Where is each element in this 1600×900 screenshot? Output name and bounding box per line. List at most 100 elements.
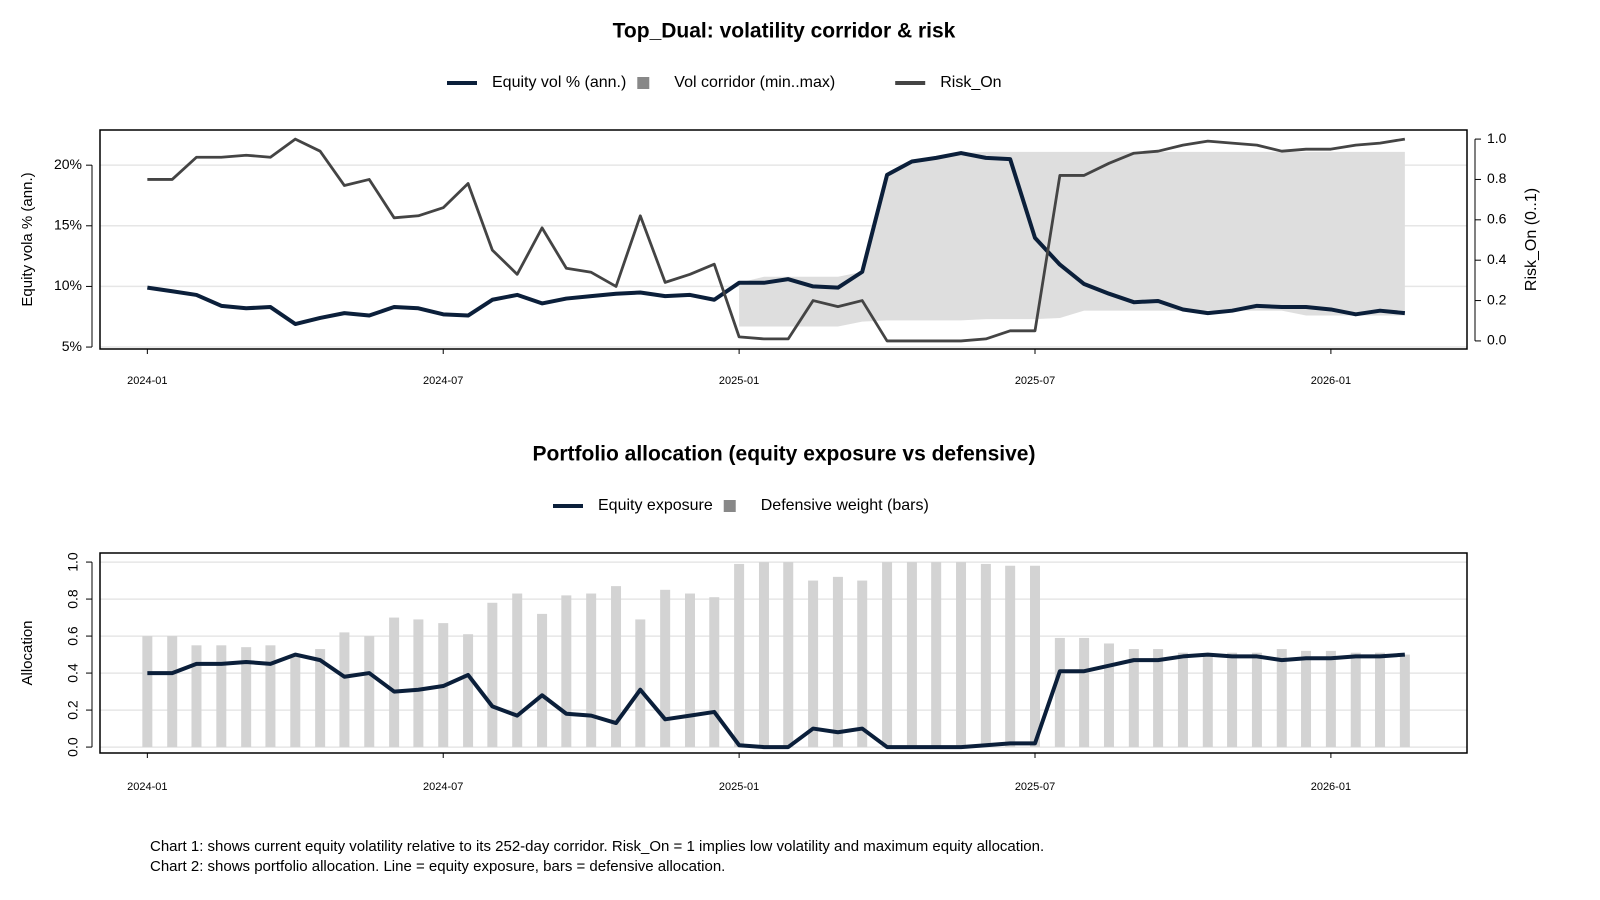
y2-tick-label: 0.0 [1487,332,1507,348]
bar [611,586,622,748]
bar [364,636,375,748]
y-axis-title: Allocation [19,620,36,685]
x-tick-label: 2024-07 [423,781,463,793]
legend-swatch [723,500,736,512]
legend-label: Vol corridor (min..max) [674,74,835,91]
bar [1251,652,1262,748]
y-tick-label: 10% [54,277,82,293]
x-tick-label: 2024-01 [127,375,167,387]
y-tick-label: 15% [54,217,82,233]
plot-area [147,137,1406,343]
bar [1030,565,1041,748]
bar [783,562,794,748]
bar [290,654,301,748]
bar [1227,652,1238,748]
bar [635,619,646,748]
plot-frame [99,552,1468,754]
bar [586,593,597,748]
x-tick-label: 2024-07 [423,375,463,387]
bar [832,576,843,748]
bar [1399,654,1410,748]
y2-axis-title: Risk_On (0..1) [1523,188,1540,291]
bar [191,645,202,748]
y2-tick-label: 0.4 [1487,251,1507,267]
bar [1005,565,1016,748]
bar [339,632,350,748]
bar [931,562,942,748]
bar [660,589,671,748]
chart-title: Top_Dual: volatility corridor & risk [613,20,956,43]
bar [1054,637,1065,748]
y-tick-label: 0.8 [65,589,81,609]
bar [882,562,893,748]
y-tick-label: 0.0 [65,737,81,757]
bar [1153,649,1164,748]
y-tick-label: 5% [62,338,82,354]
bar [315,649,326,748]
bar [512,593,523,748]
legend-label: Equity exposure [598,497,713,514]
bar [980,563,991,748]
legend-label: Risk_On [940,74,1001,91]
bar [709,597,720,748]
bar [734,563,745,748]
note: Chart 2: shows portfolio allocation. Lin… [150,858,725,875]
bar [463,634,474,748]
note: Chart 1: shows current equity volatility… [150,838,1044,855]
bar [389,617,400,748]
bar [808,580,819,748]
bar [758,562,769,748]
plot-area [142,562,1410,750]
bar [1079,637,1090,748]
x-tick-label: 2025-01 [719,375,759,387]
y2-tick-label: 0.6 [1487,211,1507,227]
bar [1103,643,1114,748]
x-tick-label: 2025-07 [1015,375,1055,387]
bar [216,645,227,748]
y-tick-label: 0.6 [65,626,81,646]
y-axis-title: Equity vola % (ann.) [19,172,36,306]
series-line [147,137,1406,343]
bar [265,645,276,748]
y-tick-label: 20% [54,156,82,172]
bar [241,647,252,748]
y2-tick-label: 0.8 [1487,170,1507,186]
plot-frame [99,129,1468,350]
bar [537,613,548,748]
series-line [147,652,1406,750]
x-tick-label: 2026-01 [1311,375,1351,387]
bar [487,602,498,748]
bar [1202,654,1213,748]
bar [167,636,178,748]
bar [561,595,572,748]
x-tick-label: 2024-01 [127,781,167,793]
bar [857,580,868,748]
y-tick-label: 0.2 [65,700,81,720]
x-tick-label: 2025-07 [1015,781,1055,793]
bar [684,593,695,748]
chart-title: Portfolio allocation (equity exposure vs… [533,443,1036,466]
series-line [147,151,1406,327]
legend-label: Defensive weight (bars) [761,497,929,514]
bar [1301,650,1312,748]
bar [1325,650,1336,748]
x-tick-label: 2025-01 [719,781,759,793]
corridor-area [739,151,1405,327]
bar [142,636,153,748]
legend-label: Equity vol % (ann.) [492,74,626,91]
bar [956,562,967,748]
y-tick-label: 0.4 [65,663,81,683]
y2-tick-label: 0.2 [1487,291,1507,307]
y-tick-label: 1.0 [65,552,81,572]
y2-tick-label: 1.0 [1487,130,1507,146]
bar [1128,649,1139,748]
bar [1350,652,1361,748]
x-tick-label: 2026-01 [1311,781,1351,793]
bar [1375,652,1386,748]
bar [1276,649,1287,748]
bar [1177,652,1188,748]
bar [906,562,917,748]
bar [413,619,424,748]
legend-swatch [637,77,650,89]
